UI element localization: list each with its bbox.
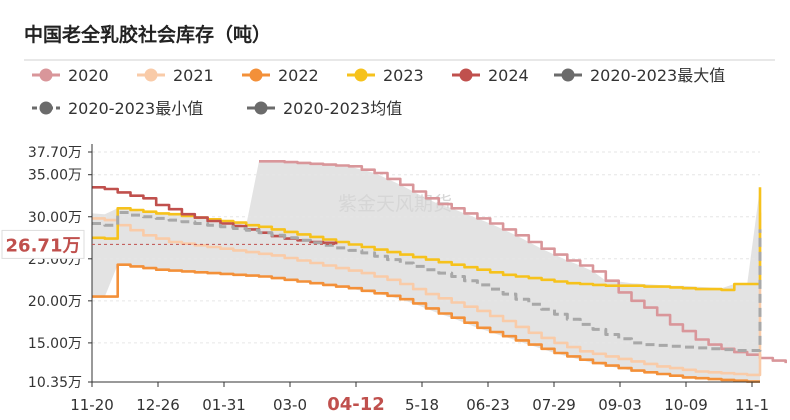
legend-marker-3 xyxy=(354,68,368,82)
legend-marker-6 xyxy=(39,101,53,115)
x-tick-label: 09-03 xyxy=(598,396,642,414)
x-tick-label: 11-1 xyxy=(735,396,769,414)
legend-label-6: 2020-2023最小值 xyxy=(68,99,203,118)
legend-item-5[interactable]: 2020-2023最大值 xyxy=(554,66,725,85)
x-tick-label: 11-20 xyxy=(70,396,114,414)
series-line-5 xyxy=(92,211,762,352)
legend-item-7[interactable]: 2020-2023均值 xyxy=(247,99,402,118)
legend-label-0: 2020 xyxy=(68,66,109,85)
legend-marker-7 xyxy=(254,101,268,115)
legend-item-6[interactable]: 2020-2023最小值 xyxy=(32,99,203,118)
legend-item-4[interactable]: 2024 xyxy=(452,66,529,85)
legend-label-4: 2024 xyxy=(488,66,529,85)
legend[interactable]: 2020 2021 2022 2023 2024 2020-2023最大值 2020-202… xyxy=(32,66,725,118)
min-max-band xyxy=(92,161,760,382)
legend-label-3: 2023 xyxy=(383,66,424,85)
x-tick-label: 5-18 xyxy=(405,396,439,414)
legend-item-1[interactable]: 2021 xyxy=(137,66,214,85)
watermark: 紫金天风期货 xyxy=(338,193,452,215)
x-tick-label: 10-09 xyxy=(664,396,708,414)
x-tick-label: 03-0 xyxy=(273,396,307,414)
legend-label-5: 2020-2023最大值 xyxy=(590,66,725,85)
y-tick-label: 35.00万 xyxy=(28,168,82,184)
x-highlight-box xyxy=(320,391,392,415)
y-tick-label: 37.70万 xyxy=(28,145,82,161)
legend-marker-1 xyxy=(144,68,158,82)
legend-item-3[interactable]: 2023 xyxy=(347,66,424,85)
legend-label-7: 2020-2023均值 xyxy=(283,99,402,118)
legend-marker-0 xyxy=(39,68,53,82)
legend-marker-4 xyxy=(459,68,473,82)
y-tick-label: 10.35万 xyxy=(28,375,82,391)
legend-item-0[interactable]: 2020 xyxy=(32,66,109,85)
plot-area: 紫金天风期货 37.70万35.00万30.00万25.00万20.00万15.… xyxy=(1,144,787,415)
x-tick-label: 12-26 xyxy=(136,396,180,414)
series-line-1 xyxy=(92,212,762,377)
x-tick-label: 06-23 xyxy=(466,396,510,414)
y-tick-label: 30.00万 xyxy=(28,210,82,226)
x-tick-label: 01-31 xyxy=(202,396,246,414)
y-highlight-label: 26.71万 xyxy=(6,235,81,256)
series-line-0 xyxy=(259,160,787,364)
legend-label-2: 2022 xyxy=(278,66,319,85)
series-line-4 xyxy=(92,186,338,245)
x-highlight-label: 04-12 xyxy=(327,394,385,415)
x-tick-label: 07-29 xyxy=(532,396,576,414)
legend-marker-2 xyxy=(249,68,263,82)
y-highlight-box xyxy=(1,229,85,259)
y-tick-label: 20.00万 xyxy=(28,294,82,310)
series-line-2 xyxy=(92,263,760,383)
legend-label-1: 2021 xyxy=(173,66,214,85)
chart-title: 中国老全乳胶社会库存（吨） xyxy=(24,23,271,46)
y-tick-label: 15.00万 xyxy=(28,336,82,352)
legend-marker-5 xyxy=(561,68,575,82)
legend-item-2[interactable]: 2022 xyxy=(242,66,319,85)
